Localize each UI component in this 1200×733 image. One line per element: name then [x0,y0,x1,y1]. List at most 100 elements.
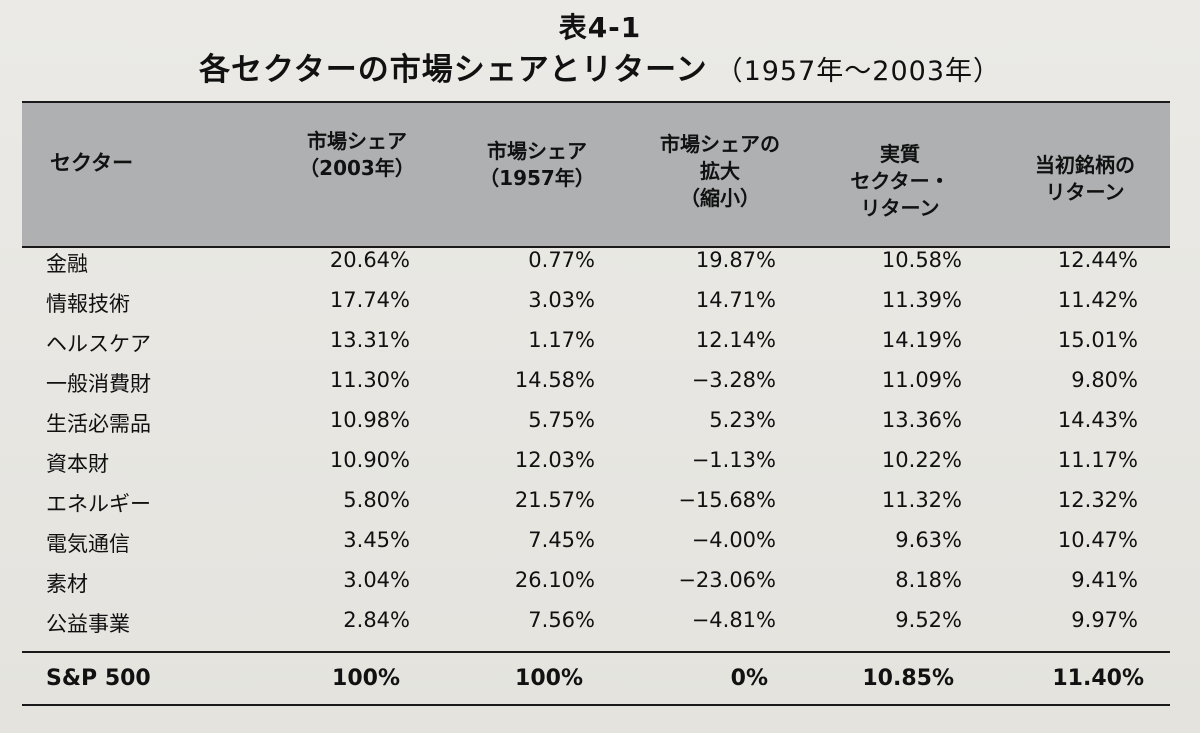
total-real-return: 10.85% [862,666,954,691]
share-1957-cell: 12.03% [514,448,595,472]
original-return-cell: 10.47% [1057,528,1138,552]
total-share-change: 0% [730,666,768,691]
sector-name: 資本財 [46,452,109,476]
real-return-cell: 13.36% [881,408,962,432]
sector-name: 一般消費財 [46,372,151,396]
header-share-2003-line1: 市場シェア [307,129,407,153]
header-share-change-line3: （縮小） [680,186,760,210]
share-2003-cell: 3.04% [343,568,410,592]
header-share-change-line1: 市場シェアの [660,132,780,156]
original-return-cell: 15.01% [1057,328,1138,352]
original-return-cell: 12.32% [1057,488,1138,512]
real-return-cell: 8.18% [895,568,962,592]
share-1957-cell: 14.58% [514,368,595,392]
total-share-1957: 100% [515,666,583,691]
table-row: 一般消費財 11.30% 14.58% −3.28% 11.09% 9.80% [0,364,1200,404]
header-share-change: 市場シェアの 拡大 （縮小） [640,131,800,212]
table-bottom-rule [22,704,1170,706]
original-return-cell: 11.17% [1057,448,1138,472]
share-2003-cell: 10.90% [329,448,410,472]
share-change-cell: 14.71% [695,288,776,312]
share-change-cell: −1.13% [691,448,776,472]
total-original-return: 11.40% [1052,666,1144,691]
table-header-band [22,103,1170,248]
sector-name: 情報技術 [46,292,130,316]
header-original-return: 当初銘柄の リターン [1010,152,1160,206]
table-number: 表4-1 [558,11,642,44]
table-row: 公益事業 2.84% 7.56% −4.81% 9.52% 9.97% [0,604,1200,644]
header-sector: セクター [50,151,134,175]
header-real-return-line3: リターン [860,196,940,220]
table-top-rule [22,101,1170,103]
real-return-cell: 10.22% [881,448,962,472]
share-change-cell: 5.23% [709,408,776,432]
share-2003-cell: 13.31% [329,328,410,352]
header-share-1957-line2: （1957年） [479,166,595,190]
share-change-cell: −4.81% [691,608,776,632]
table-row: 資本財 10.90% 12.03% −1.13% 10.22% 11.17% [0,444,1200,484]
original-return-cell: 12.44% [1057,248,1138,272]
real-return-cell: 11.32% [881,488,962,512]
original-return-cell: 11.42% [1057,288,1138,312]
sector-name: 素材 [46,572,88,596]
share-1957-cell: 21.57% [514,488,595,512]
share-2003-cell: 20.64% [329,248,410,272]
header-real-return-line1: 実質 [880,142,920,166]
share-1957-cell: 7.45% [528,528,595,552]
sector-name: 金融 [46,252,88,276]
total-share-2003: 100% [332,666,400,691]
table-row: 情報技術 17.74% 3.03% 14.71% 11.39% 11.42% [0,284,1200,324]
header-share-1957: 市場シェア （1957年） [462,138,612,192]
table-row: 素材 3.04% 26.10% −23.06% 8.18% 9.41% [0,564,1200,604]
real-return-cell: 10.58% [881,248,962,272]
share-1957-cell: 26.10% [514,568,595,592]
total-row: S&P 500 100% 100% 0% 10.85% 11.40% [0,660,1200,700]
share-2003-cell: 5.80% [343,488,410,512]
header-real-return-line2: セクター・ [850,169,950,193]
table-title: 各セクターの市場シェアとリターン （1957年～2003年） [0,44,1200,89]
table-row: ヘルスケア 13.31% 1.17% 12.14% 14.19% 15.01% [0,324,1200,364]
header-share-2003-line2: （2003年） [299,156,415,180]
share-2003-cell: 17.74% [329,288,410,312]
sector-name: 電気通信 [46,532,130,556]
sector-name: 生活必需品 [46,412,151,436]
share-change-cell: −15.68% [678,488,776,512]
share-1957-cell: 5.75% [528,408,595,432]
header-share-change-line2: 拡大 [700,159,740,183]
table-row: エネルギー 5.80% 21.57% −15.68% 11.32% 12.32% [0,484,1200,524]
header-real-return: 実質 セクター・ リターン [830,141,970,222]
header-original-return-line2: リターン [1045,180,1125,204]
sector-name: エネルギー [46,492,151,516]
real-return-cell: 9.63% [895,528,962,552]
share-change-cell: −23.06% [678,568,776,592]
real-return-cell: 9.52% [895,608,962,632]
table-period: （1957年～2003年） [715,56,1002,87]
original-return-cell: 9.97% [1071,608,1138,632]
table-row: 生活必需品 10.98% 5.75% 5.23% 13.36% 14.43% [0,404,1200,444]
real-return-cell: 11.39% [881,288,962,312]
share-change-cell: −4.00% [691,528,776,552]
share-1957-cell: 3.03% [528,288,595,312]
share-change-cell: −3.28% [691,368,776,392]
original-return-cell: 14.43% [1057,408,1138,432]
share-1957-cell: 1.17% [528,328,595,352]
share-1957-cell: 0.77% [528,248,595,272]
header-share-2003: 市場シェア （2003年） [272,128,442,182]
share-2003-cell: 11.30% [329,368,410,392]
sector-name: 公益事業 [46,612,130,636]
share-change-cell: 12.14% [695,328,776,352]
table-title-text: 各セクターの市場シェアとリターン [198,52,708,88]
original-return-cell: 9.41% [1071,568,1138,592]
share-2003-cell: 10.98% [329,408,410,432]
original-return-cell: 9.80% [1071,368,1138,392]
total-name: S&P 500 [46,666,151,691]
share-1957-cell: 7.56% [528,608,595,632]
total-top-rule [22,651,1170,653]
real-return-cell: 14.19% [881,328,962,352]
header-share-1957-line1: 市場シェア [487,139,587,163]
share-2003-cell: 2.84% [343,608,410,632]
share-2003-cell: 3.45% [343,528,410,552]
header-original-return-line1: 当初銘柄の [1035,153,1135,177]
real-return-cell: 11.09% [881,368,962,392]
